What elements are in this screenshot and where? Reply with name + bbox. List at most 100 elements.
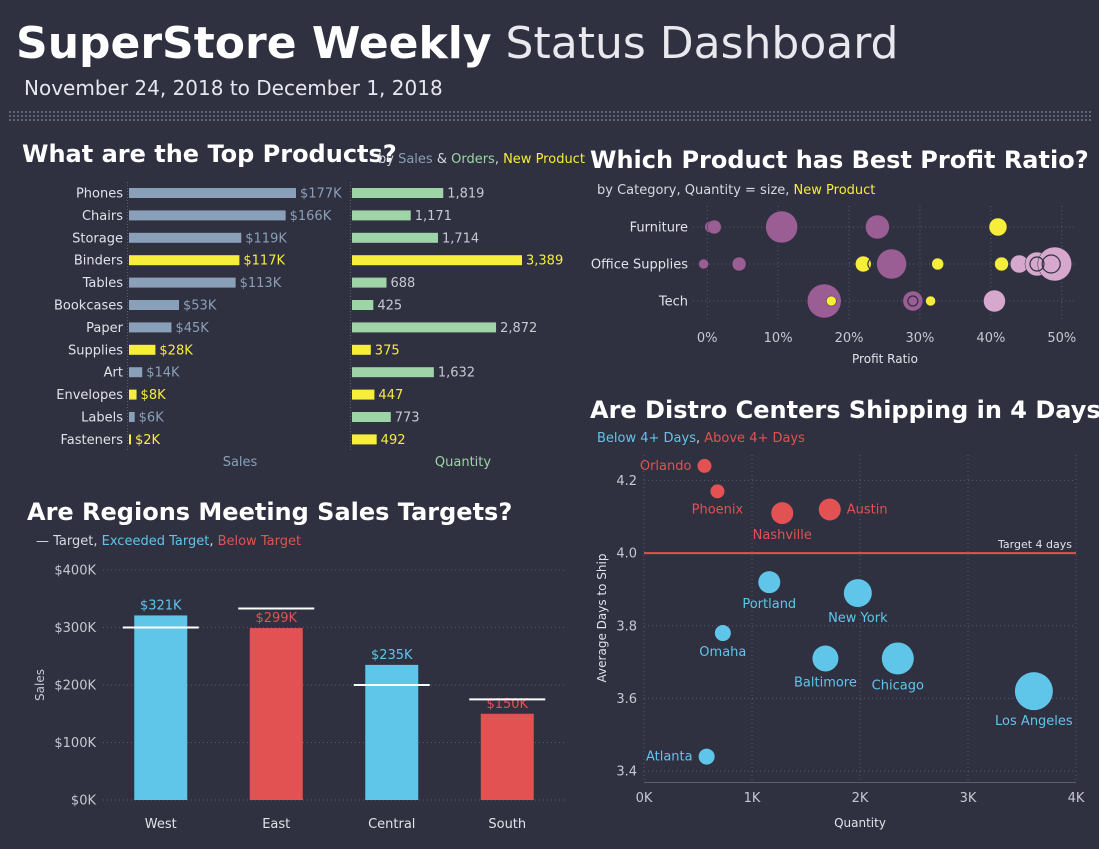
region-label-east: East — [262, 817, 290, 832]
product-label-envelopes: Envelopes — [56, 388, 123, 403]
product-label-supplies: Supplies — [68, 343, 123, 358]
region-value-label-south: $150K — [486, 697, 528, 712]
region-value-label-west: $321K — [140, 598, 182, 613]
sales-value-label-fasteners: $2K — [135, 433, 161, 448]
quantity-value-label-art: 1,632 — [438, 366, 475, 381]
legend-new-product: New Product — [503, 152, 585, 167]
profit-point — [707, 219, 722, 235]
sales-bar-storage — [129, 232, 242, 243]
product-label-paper: Paper — [86, 321, 123, 336]
distro-xtick-label: 3K — [960, 791, 977, 806]
profit-xtick-label: 30% — [906, 331, 935, 346]
profit-xtick-label: 40% — [976, 331, 1005, 346]
profit-xtick-label: 50% — [1047, 331, 1076, 346]
sales-bar-labels — [129, 412, 135, 422]
profit-point — [698, 258, 709, 270]
region-bar-east — [249, 628, 303, 800]
legend-orders: Orders — [451, 152, 495, 167]
product-label-phones: Phones — [76, 187, 123, 202]
quantity-axis-title: Quantity — [435, 455, 491, 470]
distro-label-new-york: New York — [828, 611, 888, 626]
legend-below-days: Below 4+ Days — [597, 431, 696, 446]
distro-point-chicago — [881, 642, 914, 675]
distro-point-phoenix — [710, 484, 725, 499]
profit-xtick-label: 0% — [697, 331, 718, 346]
sales-value-label-envelopes: $8K — [141, 388, 167, 403]
product-label-bookcases: Bookcases — [54, 299, 123, 314]
distro-xlabel: Quantity — [834, 816, 886, 830]
quantity-value-label-paper: 2,872 — [500, 321, 537, 336]
quantity-bar-paper — [352, 322, 497, 333]
sales-value-label-chairs: $166K — [290, 209, 332, 224]
legend-new-product: New Product — [793, 183, 876, 198]
sales-value-label-labels: $6K — [139, 411, 165, 426]
quantity-bar-tables — [352, 277, 387, 288]
distro-ytick-label: 4.0 — [616, 547, 637, 562]
product-label-art: Art — [104, 366, 123, 381]
sales-bar-envelopes — [129, 389, 137, 400]
profit-point — [1041, 254, 1061, 274]
quantity-value-label-chairs: 1,171 — [415, 209, 452, 224]
distro-label-phoenix: Phoenix — [692, 502, 744, 517]
legend-above-days: Above 4+ Days — [704, 431, 805, 446]
legend-sales: Sales — [398, 152, 433, 167]
distro-label-portland: Portland — [742, 597, 796, 612]
quantity-value-label-fasteners: 492 — [381, 433, 406, 448]
distro-ytick-label: 3.8 — [616, 619, 637, 634]
sales-value-label-paper: $45K — [175, 321, 209, 336]
regions-title: Are Regions Meeting Sales Targets? — [27, 498, 513, 526]
legend-below: Below Target — [217, 534, 302, 549]
profit-xtick-label: 20% — [835, 331, 864, 346]
product-label-storage: Storage — [72, 231, 123, 246]
sales-value-label-bookcases: $53K — [183, 299, 217, 314]
distro-label-los-angeles: Los Angeles — [995, 714, 1073, 729]
quantity-bar-fasteners — [352, 434, 377, 445]
top-products-title: What are the Top Products? — [22, 140, 397, 168]
sales-bar-bookcases — [129, 300, 180, 310]
quantity-bar-envelopes — [352, 389, 375, 400]
profit-point — [907, 295, 919, 307]
distro-point-austin — [818, 498, 841, 521]
quantity-bar-storage — [352, 232, 438, 243]
product-label-fasteners: Fasteners — [61, 433, 124, 448]
profit-point — [876, 248, 907, 280]
subtitle-comma: , — [696, 431, 705, 446]
distro-ytick-label: 3.4 — [616, 765, 637, 780]
product-label-binders: Binders — [74, 254, 123, 269]
quantity-bar-chairs — [352, 210, 411, 221]
sales-bar-supplies — [129, 344, 156, 355]
profit-point — [1029, 256, 1045, 272]
profit-point — [731, 256, 747, 272]
sales-bar-art — [129, 367, 143, 378]
profit-point — [826, 295, 837, 307]
distro-target-label: Target 4 days — [997, 538, 1072, 551]
dashboard-title: SuperStore Weekly Status Dashboard — [16, 14, 898, 74]
distro-label-orlando: Orlando — [640, 459, 692, 474]
distro-label-austin: Austin — [847, 503, 888, 518]
regions-ytick-label: $200K — [54, 679, 96, 694]
quantity-value-label-storage: 1,714 — [442, 231, 479, 246]
distro-label-omaha: Omaha — [699, 645, 746, 660]
subtitle-by: by — [378, 152, 399, 167]
regions-ytick-label: $0K — [71, 794, 97, 809]
subtitle-comma-1: , — [93, 534, 102, 549]
distro-label-baltimore: Baltimore — [794, 675, 857, 690]
distro-point-portland — [758, 571, 781, 594]
distro-label-nashville: Nashville — [753, 528, 812, 543]
distro-point-nashville — [771, 502, 794, 525]
subtitle-comma: , — [494, 152, 504, 167]
profit-point — [988, 217, 1008, 237]
distro-point-los-angeles — [1014, 672, 1053, 711]
distro-point-baltimore — [812, 645, 839, 672]
sales-bar-tables — [129, 277, 236, 288]
date-range: November 24, 2018 to December 1, 2018 — [24, 76, 443, 100]
quantity-bar-labels — [352, 412, 391, 422]
profit-category-label-office-supplies: Office Supplies — [591, 258, 688, 273]
distro-ylabel: Average Days to Ship — [595, 554, 609, 683]
distro-title: Are Distro Centers Shipping in 4 Days? — [590, 396, 1099, 424]
quantity-bar-bookcases — [352, 300, 374, 310]
quantity-value-label-phones: 1,819 — [447, 187, 484, 202]
top-products-subtitle: by Sales & Orders, New Product — [378, 152, 585, 167]
profit-point — [983, 289, 1006, 313]
sales-bar-fasteners — [129, 434, 131, 445]
